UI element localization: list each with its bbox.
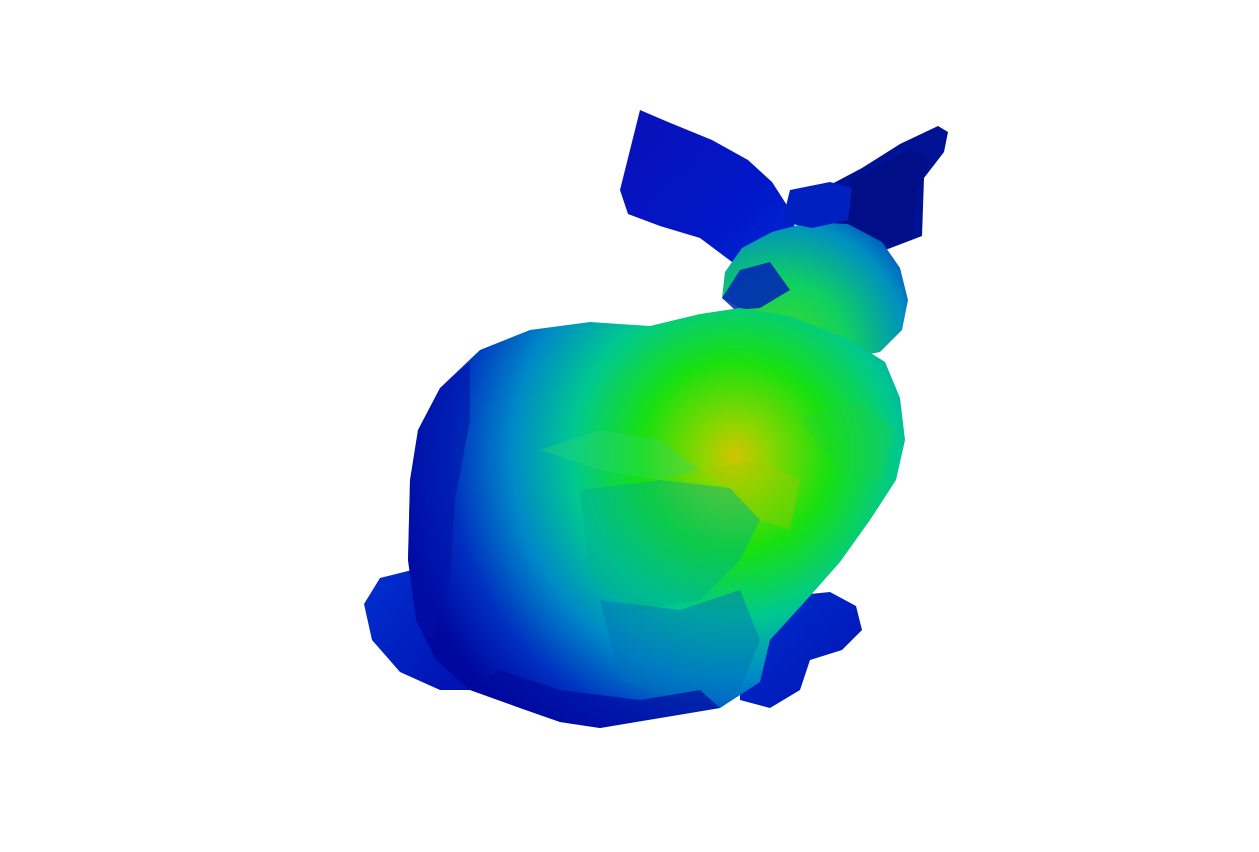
bunny-head xyxy=(722,222,908,358)
bunny-body xyxy=(408,308,905,728)
